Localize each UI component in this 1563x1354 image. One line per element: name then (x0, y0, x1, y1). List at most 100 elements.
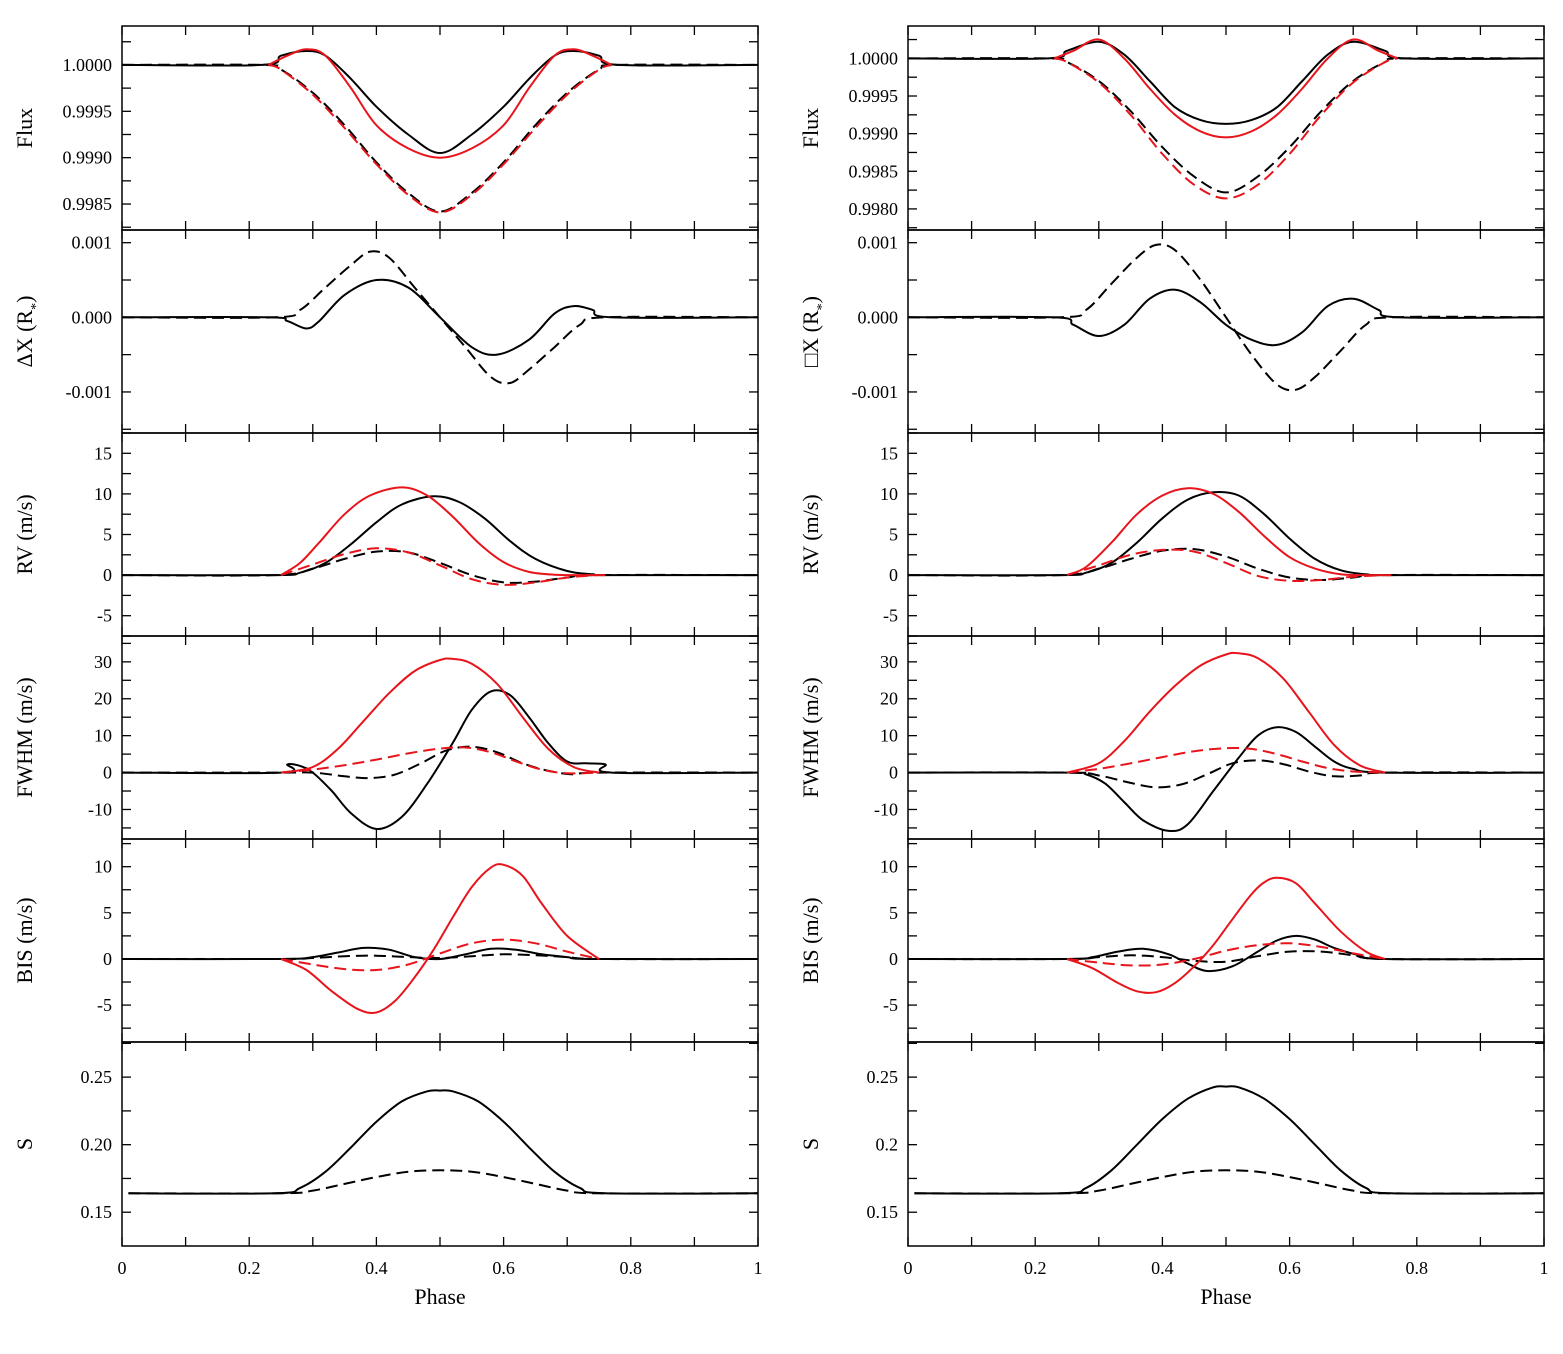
y-tick-label: -10 (88, 799, 112, 819)
y-tick-label: 5 (103, 525, 112, 545)
series-black-solid (907, 934, 1545, 973)
series-black-solid (907, 40, 1545, 125)
series-red-solid (1053, 38, 1399, 139)
plot-frame (907, 1041, 1545, 1247)
series-red-dashed (1066, 548, 1386, 583)
y-tick-label: 0 (103, 949, 112, 969)
y-tick-label: 0.001 (858, 233, 899, 253)
series-red-solid (280, 657, 600, 774)
y-tick-label: 0.000 (72, 307, 113, 327)
y-axis-label: BIS (m/s) (12, 897, 37, 983)
y-tick-label: 5 (103, 903, 112, 923)
y-tick-label: 0.25 (81, 1067, 113, 1087)
y-tick-label: -5 (97, 606, 112, 626)
y-tick-label: 0.15 (81, 1202, 113, 1222)
y-tick-label: -5 (97, 995, 112, 1015)
series-black-dashed (121, 745, 759, 780)
y-tick-label: 20 (880, 689, 898, 709)
plot-frame (907, 229, 1545, 434)
x-axis-label-left: Phase (414, 1284, 465, 1309)
panel-bis-left: -5 0 5 10 BIS (m/s) (12, 838, 759, 1043)
series-black-dashed (907, 243, 1545, 392)
y-tick-label: 15 (94, 443, 112, 463)
panel-flux-right: 0.9980 0.9985 0.9990 0.9995 1.0000 Flux (798, 25, 1545, 231)
series-black-solid (907, 726, 1545, 833)
plot-frame (907, 635, 1545, 840)
y-tick-label: 0.15 (867, 1202, 899, 1222)
y-tick-label: 0.9990 (63, 148, 113, 168)
y-tick-label: 0.20 (81, 1135, 113, 1155)
y-tick-label: -0.001 (852, 382, 899, 402)
panel-fwhm-left: -10 0 10 20 30 FWHM (m/s) (12, 635, 759, 840)
series-black-dashed (907, 950, 1545, 964)
y-tick-label: 30 (94, 652, 112, 672)
x-tick-label: 0.6 (492, 1258, 515, 1278)
y-tick-label: 0.2 (876, 1135, 899, 1155)
y-tick-label: 0.25 (867, 1067, 899, 1087)
series-black-dashed (907, 57, 1545, 194)
y-axis-label: Flux (12, 108, 37, 148)
x-tick-label: 0.6 (1278, 1258, 1301, 1278)
y-tick-label: 10 (94, 726, 112, 746)
series-red-solid (1066, 487, 1392, 577)
x-axis-label-right: Phase (1200, 1284, 1251, 1309)
x-tick-label: 0 (118, 1258, 127, 1278)
plot-frame (121, 229, 759, 434)
plot-frame (907, 838, 1545, 1043)
y-tick-label: 0 (889, 763, 898, 783)
series-red-solid (280, 863, 600, 1015)
series-black-dashed (121, 250, 759, 385)
y-tick-label: 10 (94, 857, 112, 877)
y-tick-label: 0.9980 (849, 199, 899, 219)
series-black-solid (128, 1089, 759, 1195)
y-tick-label: 1.0000 (63, 55, 113, 75)
panel-rv-right: -5 0 5 10 15 RV (m/s) (798, 432, 1545, 637)
y-tick-label: 10 (880, 484, 898, 504)
y-axis-label: RV (m/s) (12, 494, 37, 574)
x-tick-label: 0.4 (1151, 1258, 1174, 1278)
series-red-dashed (267, 63, 613, 214)
x-tick-label: 1 (754, 1258, 763, 1278)
y-tick-label: 5 (889, 525, 898, 545)
y-tick-label: 0.9985 (63, 194, 113, 214)
series-black-dashed (121, 63, 759, 213)
panel-dx-right: -0.001 0.000 0.001 □X (R*) (798, 229, 1545, 434)
column-right: Phase (1200, 1284, 1251, 1309)
series-black-solid (121, 689, 759, 831)
panel-flux-left: 0.9985 0.9990 0.9995 1.0000 Flux (12, 25, 759, 231)
series-red-dashed (280, 547, 600, 586)
y-axis-label: RV (m/s) (798, 494, 823, 574)
y-tick-label: 10 (880, 726, 898, 746)
series-black-solid (914, 1085, 1545, 1195)
y-tick-label: 1.0000 (849, 48, 899, 68)
y-tick-label: 5 (889, 903, 898, 923)
y-tick-label: 0.9995 (63, 101, 113, 121)
x-tick-label: 0 (904, 1258, 913, 1278)
y-tick-label: 0.9995 (849, 86, 899, 106)
series-black-dashed (914, 1169, 1545, 1195)
y-tick-label: 0 (103, 565, 112, 585)
series-black-dashed (128, 1169, 759, 1195)
y-tick-label: 0 (103, 763, 112, 783)
y-axis-label: FWHM (m/s) (798, 677, 823, 797)
panel-s-left: 0.15 0.20 0.25 S 0 0.2 0.4 0.6 0.8 1 (12, 1041, 763, 1278)
series-black-dashed (121, 953, 759, 961)
series-red-solid (267, 48, 613, 159)
y-tick-label: 15 (880, 443, 898, 463)
x-tick-label: 1 (1540, 1258, 1549, 1278)
plot-frame (121, 25, 759, 231)
y-axis-label: Flux (798, 108, 823, 148)
y-tick-label: 0.9990 (849, 124, 899, 144)
y-tick-label: -5 (883, 606, 898, 626)
y-tick-label: 10 (94, 484, 112, 504)
y-tick-label: 20 (94, 689, 112, 709)
series-red-dashed (1054, 57, 1398, 200)
y-tick-label: 10 (880, 857, 898, 877)
y-axis-label: □X (R*) (798, 296, 830, 367)
series-black-dashed (907, 547, 1545, 581)
panel-bis-right: -5 0 5 10 BIS (m/s) (798, 838, 1545, 1043)
series-red-solid (280, 486, 606, 577)
column-left: Phase (414, 1284, 465, 1309)
panel-s-right: 0.15 0.2 0.25 S 0 0.2 0.4 0.6 0.8 1 (798, 1041, 1549, 1278)
